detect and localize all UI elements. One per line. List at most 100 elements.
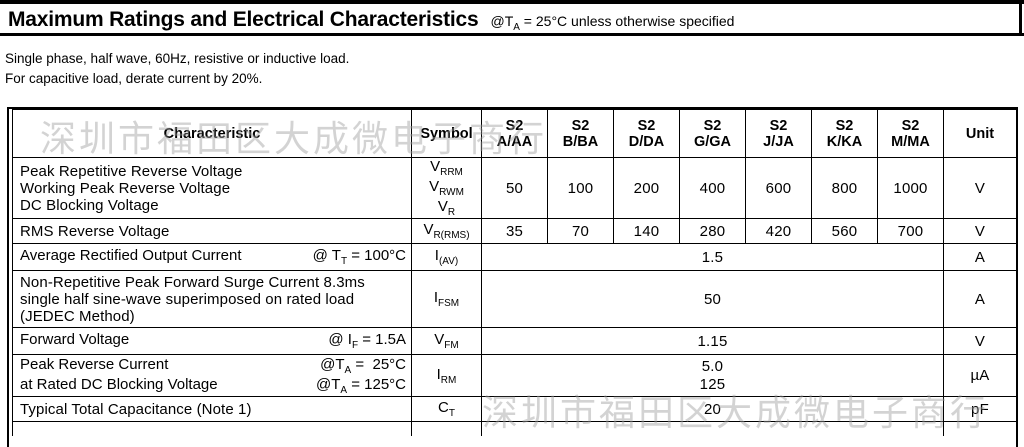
- characteristic-text: Peak Reverse Current: [20, 355, 169, 373]
- merged-value-cell: 20: [481, 396, 944, 422]
- unit-cell: V: [943, 218, 1017, 244]
- symbol-cell: CT: [411, 396, 482, 422]
- col-header-characteristic: Characteristic: [12, 109, 412, 158]
- symbol-subscript: R(RMS): [433, 230, 470, 241]
- intro-line-1: Single phase, half wave, 60Hz, resistive…: [5, 51, 350, 66]
- characteristic-line: single half sine-wave superimposed on ra…: [20, 290, 355, 308]
- symbol: VRRM: [412, 158, 481, 178]
- table-row-reverse-voltage: Peak Repetitive Reverse Voltage Working …: [12, 157, 1017, 219]
- characteristic-line: Peak Reverse Current @TA = 25°C: [20, 356, 406, 376]
- value-cell: 700: [877, 218, 944, 244]
- characteristic-text: Average Rectified Output Current: [20, 247, 242, 264]
- condition-prefix: @T: [320, 355, 345, 373]
- symbol-cell: IRM: [411, 354, 482, 397]
- col-header-unit: Unit: [943, 109, 1017, 158]
- device-name-top: S2: [901, 117, 920, 134]
- value-cell: 560: [811, 218, 878, 244]
- symbol: VR: [412, 198, 481, 218]
- device-name-bottom: J/JA: [763, 133, 794, 150]
- unit-cell: pF: [943, 396, 1017, 422]
- value-cell: 1000: [877, 157, 944, 219]
- value-cell: 800: [811, 157, 878, 219]
- table-header-row: Characteristic Symbol S2 A/AA S2 B/BA S2 D/…: [12, 109, 1017, 158]
- characteristic-line: Peak Repetitive Reverse Voltage: [20, 162, 243, 180]
- symbol-base: I: [434, 247, 439, 264]
- symbol: VR(RMS): [412, 221, 481, 241]
- page-title: Maximum Ratings and Electrical Character…: [8, 8, 479, 31]
- symbol-subscript: T: [448, 408, 455, 419]
- condition-suffix: = 125°C: [347, 375, 406, 393]
- intro-line-2: For capacitive load, derate current by 2…: [5, 71, 263, 86]
- symbol-base: V: [437, 198, 448, 215]
- characteristic-cell: Typical Total Capacitance (Note 1): [12, 396, 412, 422]
- symbol-subscript: RM: [440, 374, 457, 386]
- table-row-peak-reverse-current: Peak Reverse Current @TA = 25°C at Rated…: [12, 354, 1017, 397]
- table-row-clipped: [12, 421, 1017, 436]
- table-row-surge-current: Non-Repetitive Peak Forward Surge Curren…: [12, 270, 1017, 328]
- page-header: Maximum Ratings and Electrical Character…: [8, 8, 734, 33]
- condition-prefix: @T: [315, 375, 341, 393]
- value-cell: 600: [745, 157, 812, 219]
- col-header-device-s2j: S2 J/JA: [745, 109, 812, 158]
- col-header-device-s2b: S2 B/BA: [547, 109, 614, 158]
- condition-prefix: @T: [490, 13, 514, 29]
- characteristic-cell: Non-Repetitive Peak Forward Surge Curren…: [12, 270, 412, 328]
- device-name-bottom: B/BA: [562, 133, 599, 150]
- condition-suffix: = 1.5A: [358, 331, 406, 348]
- symbol-base: C: [438, 399, 449, 416]
- condition-subscript: F: [351, 340, 359, 351]
- symbol-subscript: FSM: [438, 298, 460, 309]
- condition-subscript: A: [344, 364, 352, 376]
- merged-value-cell: 50: [481, 270, 944, 328]
- characteristic-text: at Rated DC Blocking Voltage: [20, 375, 218, 393]
- condition-suffix: = 25°C: [351, 355, 406, 373]
- col-header-device-s2a: S2 A/AA: [481, 109, 548, 158]
- table-row-average-output-current: Average Rectified Output Current @ TT = …: [12, 243, 1017, 271]
- value-cell: 35: [481, 218, 548, 244]
- characteristic-cell: Average Rectified Output Current @ TT = …: [12, 243, 412, 271]
- condition-suffix: = 100°C: [347, 247, 406, 264]
- device-name-top: S2: [703, 117, 722, 134]
- device-name-bottom: A/AA: [496, 133, 533, 150]
- col-header-device-s2m: S2 M/MA: [877, 109, 944, 158]
- ratings-table-frame: Characteristic Symbol S2 A/AA S2 B/BA S2 D/…: [7, 107, 1018, 447]
- symbol-subscript: FM: [444, 340, 459, 351]
- device-name-top: S2: [571, 117, 590, 134]
- characteristic-line: Working Peak Reverse Voltage: [20, 179, 231, 197]
- device-name-top: S2: [505, 117, 524, 134]
- symbol-cell: [411, 421, 482, 436]
- symbol-cell: VFM: [411, 327, 482, 355]
- col-header-symbol: Symbol: [411, 109, 482, 158]
- merged-value-cell: 1.15: [481, 327, 944, 355]
- characteristic-cell: Peak Reverse Current @TA = 25°C at Rated…: [12, 354, 412, 397]
- merged-value-line: 125: [699, 375, 726, 393]
- col-header-device-s2k: S2 K/KA: [811, 109, 878, 158]
- unit-cell: A: [943, 270, 1017, 328]
- test-condition: @ IF = 1.5A: [328, 331, 406, 351]
- symbol: I(AV): [412, 247, 481, 267]
- symbol-subscript: RRM: [440, 167, 463, 178]
- symbol-base: V: [429, 178, 440, 195]
- merged-value-line: 5.0: [701, 357, 724, 375]
- table-row-total-capacitance: Typical Total Capacitance (Note 1) CT 20…: [12, 396, 1017, 422]
- symbol: VFM: [412, 331, 481, 351]
- condition-prefix: @ T: [312, 247, 341, 264]
- symbol: VRWM: [412, 178, 481, 198]
- symbol-base: V: [430, 158, 441, 175]
- table-row-rms-reverse-voltage: RMS Reverse Voltage VR(RMS) 35 70 140 28…: [12, 218, 1017, 244]
- unit-cell: µA: [943, 354, 1017, 397]
- condition-subscript: A: [340, 384, 348, 396]
- ratings-table: Characteristic Symbol S2 A/AA S2 B/BA S2 D/…: [12, 109, 1017, 436]
- symbol-cell: VR(RMS): [411, 218, 482, 244]
- device-name-bottom: M/MA: [891, 133, 930, 150]
- characteristic-line: Non-Repetitive Peak Forward Surge Curren…: [20, 273, 365, 291]
- characteristic-cell: [12, 421, 412, 436]
- characteristic-cell: Peak Repetitive Reverse Voltage Working …: [12, 157, 412, 219]
- symbol: IFSM: [412, 289, 481, 309]
- condition-subscript: T: [340, 256, 348, 267]
- unit-cell: [943, 421, 1017, 436]
- value-cell: 70: [547, 218, 614, 244]
- intro-text: Single phase, half wave, 60Hz, resistive…: [5, 49, 349, 89]
- test-condition: @ TT = 100°C: [313, 247, 406, 267]
- top-rule: [0, 0, 1024, 4]
